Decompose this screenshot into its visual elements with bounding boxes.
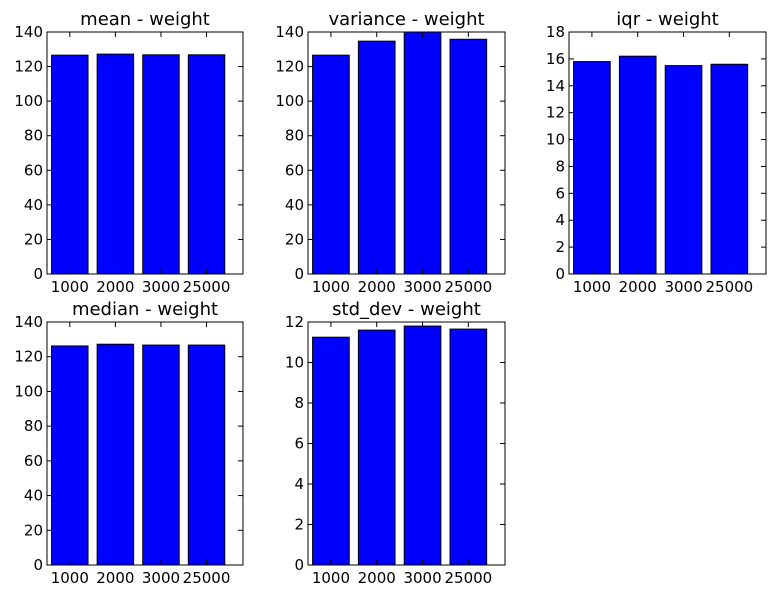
bar-3000 bbox=[403, 325, 442, 566]
bar-3000 bbox=[142, 344, 180, 566]
plot-frame bbox=[307, 31, 506, 275]
x-tick-label: 25000 bbox=[444, 569, 492, 587]
y-tick-label: 8 bbox=[294, 394, 304, 412]
y-tick-label: 10 bbox=[285, 354, 304, 372]
x-tick-label: 25000 bbox=[444, 278, 492, 296]
y-tick-label: 120 bbox=[275, 58, 304, 76]
y-tick-label: 60 bbox=[285, 161, 304, 179]
x-tick-label: 2000 bbox=[358, 569, 396, 587]
y-tick-label: 40 bbox=[24, 196, 43, 214]
x-tick-label: 3000 bbox=[664, 278, 702, 296]
y-tick-label: 80 bbox=[24, 417, 43, 435]
y-tick-label: 0 bbox=[294, 265, 304, 283]
y-tick-label: 80 bbox=[285, 127, 304, 145]
subplot-3: 0 2 4 6 8 10 12 14 16 18 1000 2000 3000 25000 iqr - we… bbox=[546, 9, 767, 296]
y-tick-label: 2 bbox=[294, 516, 304, 534]
y-tick-label: 60 bbox=[24, 161, 43, 179]
y-tick-label: 0 bbox=[555, 265, 565, 283]
subplot-1: 0 20 40 60 80 100 120 140 1000 2000 3000 25000 mean … bbox=[14, 9, 244, 296]
y-tick-label: 12 bbox=[546, 104, 565, 122]
bar-25000 bbox=[187, 54, 226, 275]
bar-2000 bbox=[357, 40, 396, 275]
chart-title: median - weight bbox=[72, 299, 218, 320]
y-tick-label: 18 bbox=[546, 23, 565, 41]
y-tick-label: 8 bbox=[555, 157, 565, 175]
x-tick-label: 25000 bbox=[705, 278, 753, 296]
y-tick-label: 140 bbox=[275, 23, 304, 41]
subplot-5: 0 2 4 6 8 10 12 1000 2000 3000 25000 std_dev - weig… bbox=[285, 299, 506, 587]
chart-title: variance - weight bbox=[328, 9, 484, 30]
plot-frame bbox=[46, 31, 244, 275]
bar-1000 bbox=[51, 54, 89, 275]
y-tick-label: 20 bbox=[285, 230, 304, 248]
y-tick-label: 2 bbox=[555, 238, 565, 256]
bar-25000 bbox=[187, 344, 226, 566]
y-tick-label: 140 bbox=[14, 23, 43, 41]
y-tick-label: 12 bbox=[285, 313, 304, 331]
plot-frame bbox=[568, 31, 767, 275]
y-tick-label: 120 bbox=[14, 58, 43, 76]
y-tick-label: 40 bbox=[24, 487, 43, 505]
bar-1000 bbox=[573, 61, 611, 275]
bar-2000 bbox=[618, 55, 657, 275]
bar-3000 bbox=[664, 65, 703, 275]
y-tick-label: 14 bbox=[546, 77, 565, 95]
y-tick-label: 0 bbox=[33, 556, 43, 574]
y-tick-label: 100 bbox=[14, 92, 43, 110]
y-tick-label: 140 bbox=[14, 313, 43, 331]
x-tick-label: 1000 bbox=[51, 569, 89, 587]
x-tick-label: 3000 bbox=[403, 278, 441, 296]
y-tick-label: 80 bbox=[24, 127, 43, 145]
y-tick-label: 60 bbox=[24, 452, 43, 470]
chart-title: std_dev - weight bbox=[332, 299, 481, 320]
x-tick-label: 1000 bbox=[51, 278, 89, 296]
bar-3000 bbox=[142, 54, 180, 275]
bar-2000 bbox=[96, 343, 135, 566]
x-tick-label: 1000 bbox=[312, 278, 350, 296]
x-tick-label: 2000 bbox=[358, 278, 396, 296]
y-tick-label: 6 bbox=[555, 184, 565, 202]
bar-2000 bbox=[357, 329, 396, 566]
chart-title: mean - weight bbox=[80, 9, 210, 30]
subplot-4: 0 20 40 60 80 100 120 140 1000 2000 3000 25000 media… bbox=[14, 299, 244, 587]
y-tick-label: 0 bbox=[33, 265, 43, 283]
y-tick-label: 40 bbox=[285, 196, 304, 214]
y-tick-label: 4 bbox=[555, 211, 565, 229]
x-tick-label: 3000 bbox=[142, 278, 180, 296]
x-tick-label: 25000 bbox=[183, 569, 231, 587]
bar-3000 bbox=[403, 31, 442, 275]
x-tick-label: 2000 bbox=[619, 278, 657, 296]
bar-2000 bbox=[96, 53, 135, 275]
chart-title: iqr - weight bbox=[616, 9, 718, 30]
y-tick-label: 6 bbox=[294, 435, 304, 453]
x-tick-label: 1000 bbox=[573, 278, 611, 296]
x-tick-label: 3000 bbox=[403, 569, 441, 587]
x-tick-label: 3000 bbox=[142, 569, 180, 587]
bar-1000 bbox=[51, 345, 89, 566]
x-tick-label: 2000 bbox=[96, 278, 134, 296]
x-tick-label: 2000 bbox=[96, 569, 134, 587]
bar-25000 bbox=[449, 38, 488, 275]
y-tick-label: 120 bbox=[14, 348, 43, 366]
x-tick-label: 25000 bbox=[183, 278, 231, 296]
y-tick-label: 16 bbox=[546, 50, 565, 68]
x-tick-label: 1000 bbox=[312, 569, 350, 587]
bar-25000 bbox=[449, 328, 488, 566]
y-tick-label: 20 bbox=[24, 230, 43, 248]
bar-1000 bbox=[312, 336, 350, 566]
y-tick-label: 4 bbox=[294, 475, 304, 493]
y-tick-label: 100 bbox=[275, 92, 304, 110]
bar-1000 bbox=[312, 54, 350, 275]
plot-frame bbox=[46, 321, 244, 566]
y-tick-label: 20 bbox=[24, 521, 43, 539]
bar-25000 bbox=[710, 63, 749, 275]
y-tick-label: 0 bbox=[294, 556, 304, 574]
y-tick-label: 100 bbox=[14, 382, 43, 400]
subplot-2: 0 20 40 60 80 100 120 140 1000 2000 3000 25000 varia… bbox=[275, 9, 506, 296]
y-tick-label: 10 bbox=[546, 131, 565, 149]
